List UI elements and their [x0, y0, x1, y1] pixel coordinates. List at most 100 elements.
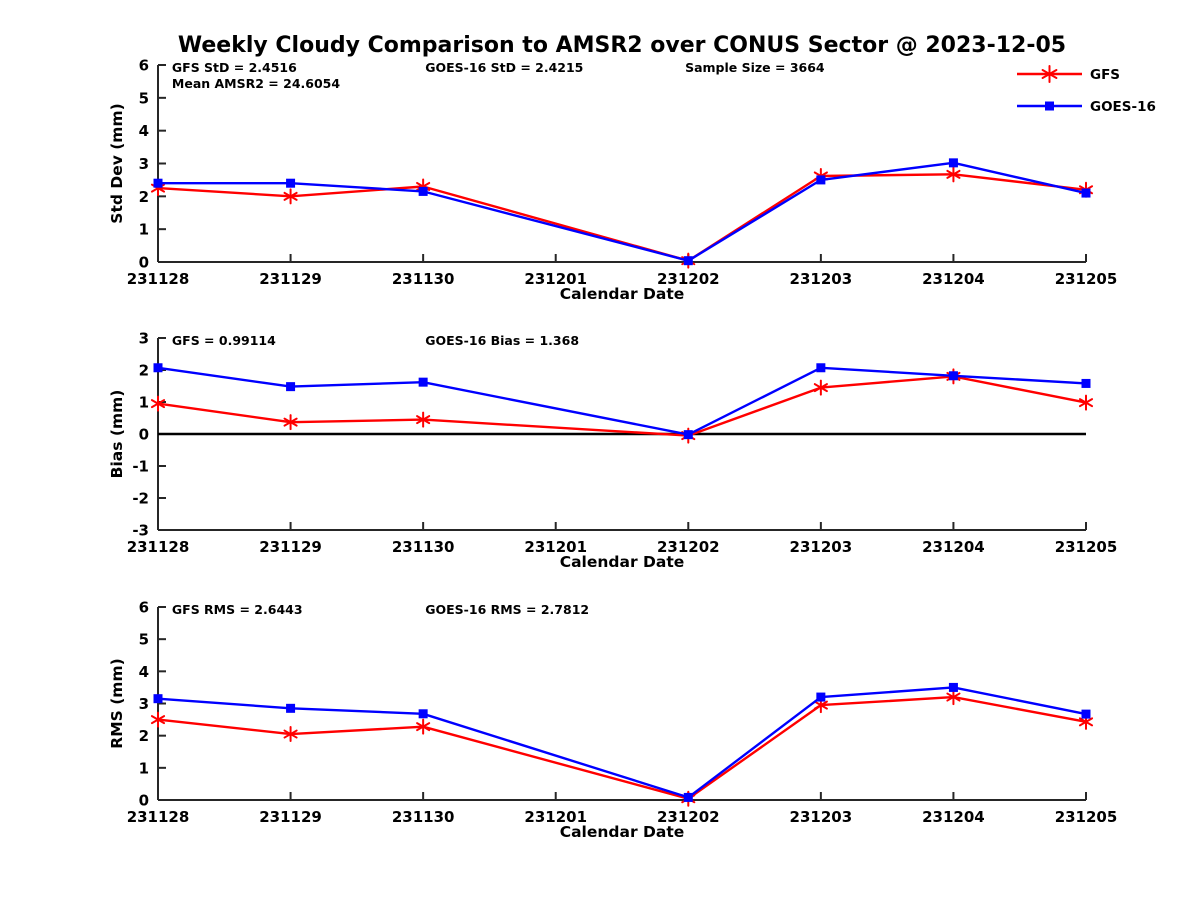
legend-label: GFS: [1090, 67, 1120, 83]
square-marker: [683, 256, 693, 266]
square-marker: [153, 694, 163, 704]
square-icon: [1045, 101, 1054, 111]
star-marker: [1078, 394, 1094, 411]
x-tick-label: 231130: [392, 808, 455, 826]
subplot-annotation: GOES-16 Bias = 1.368: [425, 333, 579, 348]
y-tick-label: 5: [139, 631, 149, 649]
subplot-bias: -3 -2 -1 0 1 2 3 231128 231129 231130 231201 231202…: [108, 330, 1117, 572]
square-marker: [1081, 378, 1091, 388]
y-tick-label: -1: [132, 458, 149, 476]
x-tick-label: 231201: [524, 270, 587, 288]
subplot-annotation: GOES-16 StD = 2.4215: [425, 60, 583, 75]
x-tick-label: 231203: [790, 808, 853, 826]
y-tick-label: 0: [139, 792, 149, 810]
x-tick-label: 231129: [259, 808, 322, 826]
star-icon: [1041, 65, 1058, 83]
square-marker: [418, 186, 428, 196]
square-marker: [286, 178, 296, 188]
square-marker: [816, 363, 826, 373]
y-axis-label: Bias (mm): [108, 390, 126, 479]
square-marker: [153, 363, 163, 373]
x-tick-label: 231204: [922, 538, 985, 556]
x-tick-label: 231202: [657, 808, 720, 826]
square-marker: [948, 682, 958, 692]
y-axis-label: RMS (mm): [108, 658, 126, 748]
y-tick-label: 1: [139, 221, 149, 239]
x-tick-label: 231201: [524, 808, 587, 826]
x-tick-label: 231203: [790, 538, 853, 556]
chart-title: Weekly Cloudy Comparison to AMSR2 over C…: [177, 33, 1067, 58]
square-marker: [286, 703, 296, 713]
star-marker: [283, 188, 298, 205]
x-tick-label: 231129: [259, 270, 322, 288]
x-axis-label: Calendar Date: [560, 553, 685, 571]
legend-entry-gfs: GFS: [1017, 65, 1120, 83]
square-marker: [948, 158, 958, 168]
x-tick-label: 231205: [1055, 808, 1118, 826]
y-tick-label: 4: [139, 122, 149, 140]
x-tick-label: 231130: [392, 538, 455, 556]
square-marker: [1081, 188, 1091, 198]
square-marker: [286, 382, 296, 392]
x-tick-label: 231204: [922, 270, 985, 288]
y-tick-label: 2: [139, 362, 149, 380]
square-marker: [1081, 709, 1091, 719]
x-tick-label: 231129: [259, 538, 322, 556]
subplot-annotation: GOES-16 RMS = 2.7812: [425, 602, 589, 617]
y-tick-label: 0: [139, 254, 149, 272]
square-marker: [948, 371, 958, 381]
y-tick-label: -2: [132, 490, 149, 508]
star-marker: [416, 718, 431, 735]
y-tick-label: 1: [139, 394, 149, 412]
subplot-std-dev: 0 1 2 3 4 5 6 231128 231129 231130 231201 231202 231…: [108, 57, 1117, 304]
subplot-annotation: Mean AMSR2 = 24.6054: [172, 76, 340, 91]
subplot-annotation: GFS = 0.99114: [172, 333, 276, 348]
star-marker: [150, 711, 166, 728]
star-marker: [283, 726, 298, 743]
legend-entry-goes-16: GOES-16: [1017, 99, 1156, 115]
star-marker: [283, 414, 298, 431]
y-tick-label: 0: [139, 426, 149, 444]
star-marker: [946, 166, 961, 183]
y-axis-label: Std Dev (mm): [108, 103, 126, 223]
square-marker: [418, 377, 428, 387]
y-tick-label: 3: [139, 155, 149, 173]
series-line-gfs: [157, 173, 1087, 262]
subplot-annotation: GFS RMS = 2.6443: [172, 602, 303, 617]
y-tick-label: 3: [139, 695, 149, 713]
x-tick-label: 231205: [1055, 538, 1118, 556]
subplot-rms: 0 1 2 3 4 5 6 231128 231129 231130 231201 231202 231…: [108, 599, 1117, 842]
star-marker: [946, 689, 961, 706]
x-tick-label: 231128: [127, 538, 190, 556]
y-tick-label: 4: [139, 663, 149, 681]
square-marker: [816, 175, 826, 185]
y-tick-label: 6: [139, 599, 149, 617]
legend: GFS GOES-16: [1017, 65, 1156, 115]
x-tick-label: 231203: [790, 270, 853, 288]
y-tick-label: 3: [139, 330, 149, 348]
subplot-annotation: GFS StD = 2.4516: [172, 60, 297, 75]
star-marker: [416, 411, 431, 428]
y-tick-label: 5: [139, 89, 149, 107]
x-axis-label: Calendar Date: [560, 823, 685, 841]
x-tick-label: 231130: [392, 270, 455, 288]
x-tick-label: 231202: [657, 538, 720, 556]
x-tick-label: 231202: [657, 270, 720, 288]
x-tick-label: 231128: [127, 270, 190, 288]
y-tick-label: 6: [139, 57, 149, 75]
y-tick-label: 2: [139, 188, 149, 206]
subplot-annotation: Sample Size = 3664: [685, 60, 825, 75]
y-tick-label: 1: [139, 759, 149, 777]
x-tick-label: 231204: [922, 808, 985, 826]
square-marker: [418, 709, 428, 719]
square-marker: [153, 178, 163, 188]
x-axis-label: Calendar Date: [560, 285, 685, 303]
square-marker: [816, 692, 826, 702]
x-tick-label: 231128: [127, 808, 190, 826]
legend-label: GOES-16: [1090, 99, 1156, 115]
y-tick-label: 2: [139, 727, 149, 745]
star-marker: [813, 379, 828, 396]
star-marker: [150, 395, 166, 412]
